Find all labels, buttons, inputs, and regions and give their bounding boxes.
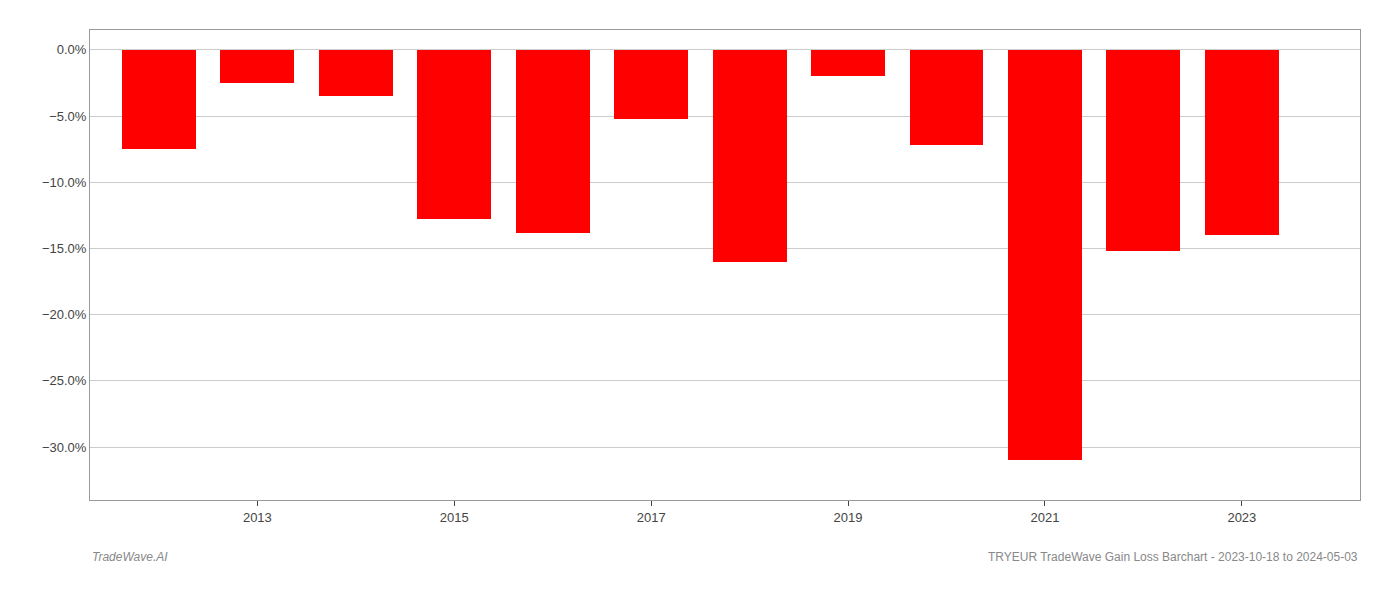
svg-text:2023: 2023 <box>1227 510 1256 525</box>
svg-text:2021: 2021 <box>1030 510 1059 525</box>
svg-text:−30.0%: −30.0% <box>42 440 87 455</box>
svg-text:−5.0%: −5.0% <box>49 109 87 124</box>
svg-text:2019: 2019 <box>834 510 863 525</box>
svg-text:−20.0%: −20.0% <box>42 307 87 322</box>
svg-text:2017: 2017 <box>637 510 666 525</box>
svg-text:0.0%: 0.0% <box>57 42 87 57</box>
svg-text:−10.0%: −10.0% <box>42 175 87 190</box>
svg-text:−15.0%: −15.0% <box>42 241 87 256</box>
svg-text:TRYEUR TradeWave Gain Loss Bar: TRYEUR TradeWave Gain Loss Barchart - 20… <box>988 550 1358 564</box>
svg-text:−25.0%: −25.0% <box>42 373 87 388</box>
svg-text:2013: 2013 <box>243 510 272 525</box>
svg-text:2015: 2015 <box>440 510 469 525</box>
svg-text:TradeWave.AI: TradeWave.AI <box>92 550 168 564</box>
